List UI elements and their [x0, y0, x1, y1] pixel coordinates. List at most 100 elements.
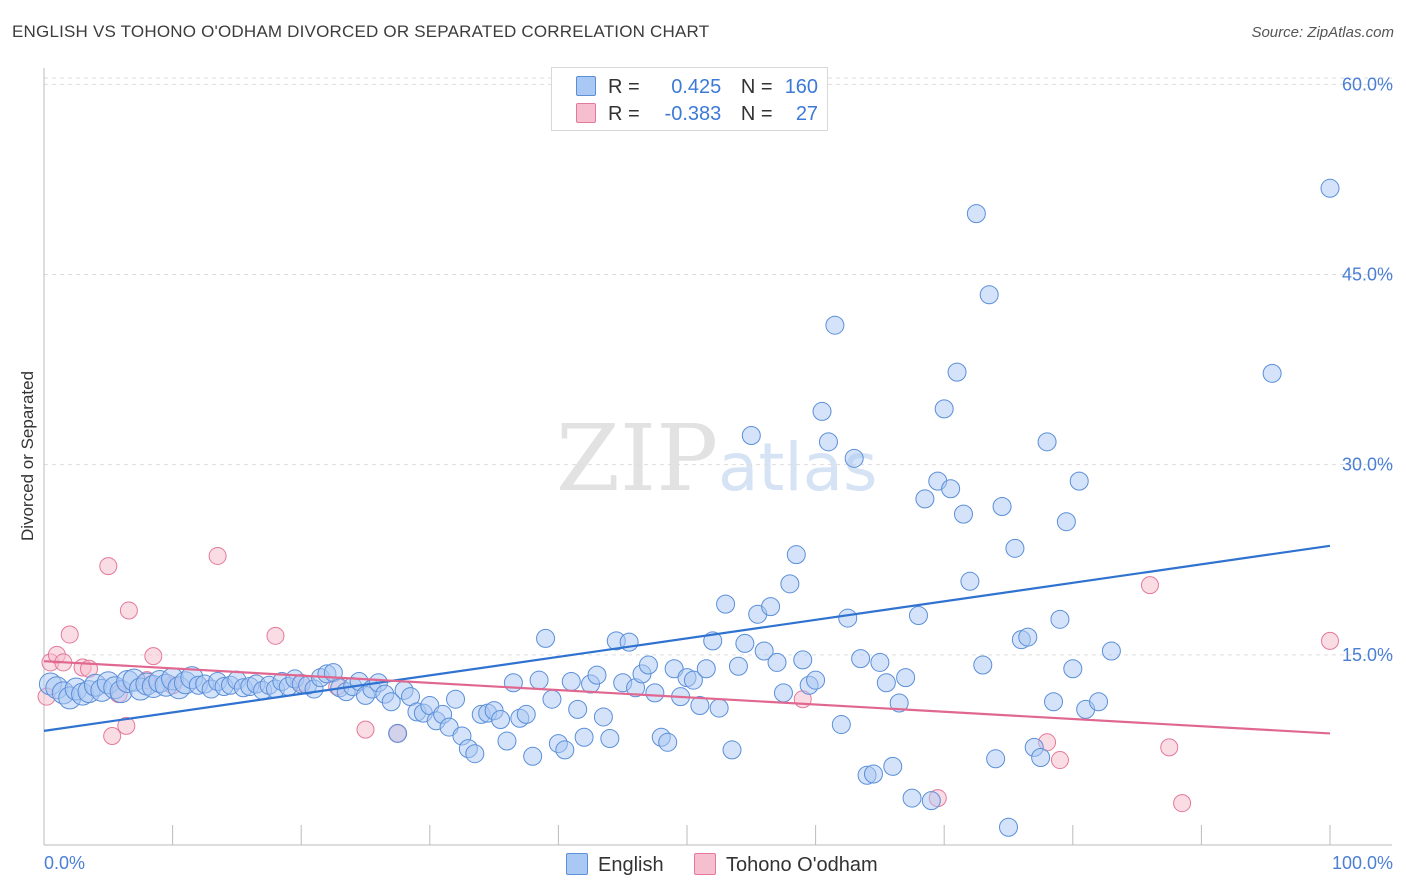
english-point: [735, 633, 755, 653]
y-tick-label: 60.0%: [1342, 74, 1393, 94]
english-point: [491, 709, 511, 729]
tohono-point: [1173, 794, 1192, 813]
grid-lines: [44, 77, 1392, 656]
english-point: [709, 698, 729, 718]
english-point: [536, 628, 556, 648]
english-point: [941, 479, 961, 499]
y-tick-label: 15.0%: [1342, 645, 1393, 665]
tohono-point: [356, 720, 375, 739]
english-point: [523, 746, 543, 766]
english-n-label: N =: [740, 76, 773, 98]
english-point: [497, 731, 517, 751]
axes: [43, 68, 1392, 846]
tohono-n-label: N =: [740, 103, 773, 125]
english-point: [825, 315, 845, 335]
trend-lines: [43, 544, 1331, 735]
english-point: [786, 545, 806, 565]
english-point: [883, 756, 903, 776]
english-legend-swatch-icon: [566, 853, 588, 875]
legend-row-tohono: R = -0.383 N = 27: [576, 100, 818, 128]
english-point: [1089, 692, 1109, 712]
tohono-point: [208, 546, 227, 565]
english-point: [381, 692, 401, 712]
english-point: [844, 448, 864, 468]
english-point: [947, 362, 967, 382]
english-point: [465, 744, 485, 764]
tohono-legend-swatch-icon: [694, 853, 716, 875]
english-point: [645, 683, 665, 703]
tohono-point: [1321, 631, 1339, 650]
english-point: [876, 673, 896, 693]
tohono-point: [103, 726, 122, 745]
legend-row-english: R = 0.425 N = 160: [576, 73, 818, 101]
english-point: [696, 659, 716, 679]
tohono-point: [144, 647, 163, 666]
source-credit: Source: ZipAtlas.com: [1251, 24, 1394, 41]
english-point: [999, 817, 1018, 837]
english-point: [754, 641, 774, 661]
x-tick-label: 0.0%: [44, 853, 85, 873]
english-point: [979, 285, 999, 305]
english-point: [722, 740, 742, 760]
english-point: [555, 740, 575, 760]
english-point: [851, 649, 871, 669]
english-points: [38, 178, 1340, 837]
english-swatch-icon: [576, 76, 596, 96]
english-point: [1037, 432, 1057, 452]
english-point: [767, 652, 787, 672]
english-point: [870, 652, 890, 672]
english-point: [838, 608, 858, 628]
english-point: [716, 594, 736, 614]
english-point: [812, 401, 832, 421]
english-point: [568, 699, 588, 719]
watermark: ZIP atlas: [556, 405, 878, 512]
english-point: [446, 689, 466, 709]
english-point: [780, 574, 800, 594]
english-point: [658, 732, 678, 752]
english-point: [973, 655, 993, 675]
tohono-point: [119, 601, 138, 620]
english-point: [921, 791, 941, 811]
english-point: [908, 606, 928, 626]
tohono-legend-label: Tohono O'odham: [726, 854, 878, 876]
english-point: [542, 689, 562, 709]
tohono-point: [117, 716, 136, 735]
tohono-point: [60, 625, 79, 644]
tohono-points: [37, 546, 1339, 813]
tick-labels: 15.0% 30.0% 45.0% 60.0% 0.0% 100.0%: [44, 74, 1393, 873]
y-tick-label: 30.0%: [1342, 455, 1393, 475]
english-point: [806, 670, 826, 690]
english-point: [1005, 538, 1025, 558]
english-point: [831, 715, 851, 735]
tohono-trend-line: [43, 660, 1331, 735]
english-point: [1031, 748, 1051, 768]
english-point: [953, 504, 973, 524]
tohono-r-label: R =: [608, 103, 640, 125]
tohono-point: [1160, 738, 1179, 757]
english-point: [1044, 692, 1064, 712]
english-point: [690, 696, 710, 716]
legend-item-english: English: [566, 850, 664, 880]
tohono-point: [266, 626, 285, 645]
english-point: [574, 727, 594, 747]
english-point: [593, 707, 613, 727]
english-point: [896, 668, 916, 688]
english-point: [638, 655, 658, 675]
english-point: [1262, 363, 1282, 383]
english-point: [1018, 627, 1038, 647]
english-point: [561, 671, 581, 691]
english-point: [793, 650, 813, 670]
english-point: [902, 788, 922, 808]
english-point: [1069, 471, 1089, 491]
english-point: [1056, 512, 1076, 532]
english-point: [388, 723, 408, 743]
tohono-point: [1050, 751, 1069, 770]
english-point: [741, 426, 761, 446]
tohono-point: [99, 557, 118, 576]
english-point: [529, 670, 549, 690]
english-point: [1050, 609, 1070, 629]
english-point: [992, 496, 1012, 516]
english-point: [683, 670, 703, 690]
chart-title: ENGLISH VS TOHONO O'ODHAM DIVORCED OR SE…: [12, 22, 710, 41]
